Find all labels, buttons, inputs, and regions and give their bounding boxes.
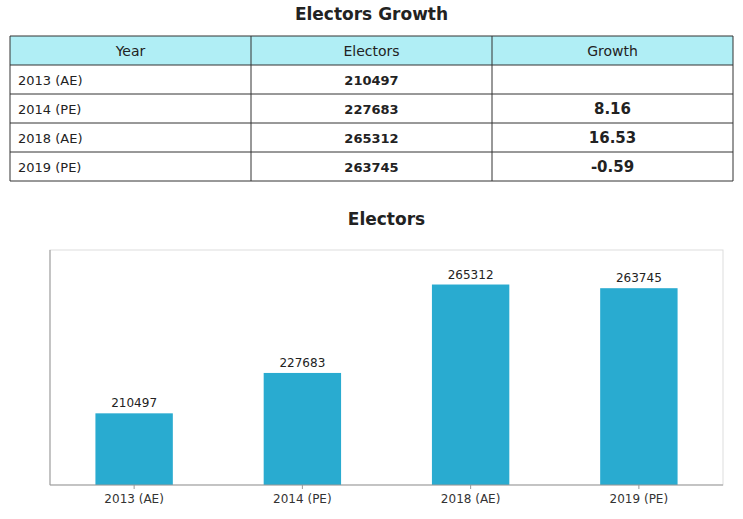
table-rule bbox=[10, 94, 733, 95]
x-tick-label: 2013 (AE) bbox=[104, 492, 164, 506]
table-rule bbox=[10, 65, 733, 66]
data-label: 265312 bbox=[448, 268, 494, 282]
table-header: Growth bbox=[587, 43, 638, 59]
x-tick bbox=[638, 485, 639, 489]
table-rule bbox=[251, 36, 252, 181]
table-cell: 16.53 bbox=[589, 129, 636, 147]
x-tick bbox=[134, 485, 135, 489]
y-axis-line bbox=[50, 250, 51, 485]
chart-title: Electors bbox=[348, 209, 425, 229]
table-cell: 227683 bbox=[344, 102, 398, 117]
table-cell: 2018 (AE) bbox=[18, 131, 82, 146]
labels: 210497 227683 265312 263745 bbox=[111, 268, 662, 411]
table-cell: 2014 (PE) bbox=[18, 102, 81, 117]
table-cell: 263745 bbox=[344, 160, 398, 175]
table-cell: 2013 (AE) bbox=[18, 73, 82, 88]
table-rule bbox=[492, 36, 493, 181]
table-header: Year bbox=[115, 43, 146, 59]
bar bbox=[432, 285, 509, 485]
x-tick-label: 2019 (PE) bbox=[610, 492, 669, 506]
table-header-bg bbox=[10, 36, 733, 65]
table-rule bbox=[10, 123, 733, 124]
table-rule bbox=[733, 36, 734, 181]
data-label: 210497 bbox=[111, 396, 157, 410]
data-label: 227683 bbox=[279, 356, 325, 370]
bars bbox=[95, 285, 677, 485]
table-cell: -0.59 bbox=[591, 158, 634, 176]
table-cell: 8.16 bbox=[594, 100, 631, 118]
table-cell: 210497 bbox=[344, 73, 398, 88]
table-rule bbox=[10, 36, 11, 181]
x-tick bbox=[302, 485, 303, 489]
x-axis-line bbox=[50, 485, 723, 486]
data-label: 263745 bbox=[616, 271, 662, 285]
page: Electors Growth Year Electors Growth 2013 (A… bbox=[0, 0, 743, 519]
table-cell: 265312 bbox=[344, 131, 398, 146]
bar bbox=[264, 373, 341, 485]
table-title: Electors Growth bbox=[295, 4, 448, 24]
table-rule bbox=[10, 36, 733, 37]
x-tick-label: 2014 (PE) bbox=[273, 492, 332, 506]
table-header: Electors bbox=[343, 43, 399, 59]
bar bbox=[600, 288, 677, 485]
x-tick-label: 2018 (AE) bbox=[441, 492, 501, 506]
x-tick bbox=[470, 485, 471, 489]
table-rule bbox=[10, 152, 733, 153]
plot-frame bbox=[50, 250, 723, 485]
table-cell: 2019 (PE) bbox=[18, 160, 81, 175]
table-rule bbox=[10, 181, 733, 182]
bar bbox=[95, 413, 172, 485]
